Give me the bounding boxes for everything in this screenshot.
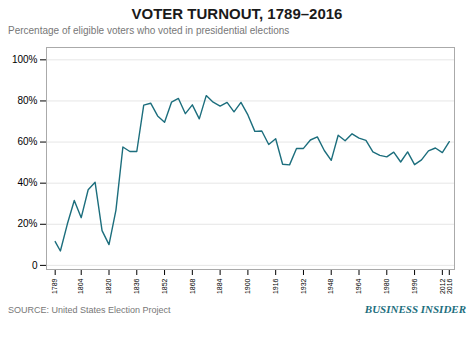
svg-text:1964: 1964 xyxy=(355,278,362,294)
svg-text:60%: 60% xyxy=(17,136,37,147)
svg-text:2012: 2012 xyxy=(439,278,446,294)
svg-text:100%: 100% xyxy=(12,54,38,65)
svg-text:1916: 1916 xyxy=(272,278,279,294)
svg-text:1980: 1980 xyxy=(383,278,390,294)
svg-text:20%: 20% xyxy=(17,218,37,229)
svg-text:40%: 40% xyxy=(17,177,37,188)
svg-text:1996: 1996 xyxy=(411,278,418,294)
svg-text:1820: 1820 xyxy=(105,278,112,294)
svg-text:0: 0 xyxy=(32,260,38,271)
html-text:VOTER TURNOUT, 1789–2016: VOTER TURNOUT, 1789–2016 xyxy=(131,5,343,22)
svg-text:1932: 1932 xyxy=(300,278,307,294)
svg-text:1836: 1836 xyxy=(133,278,140,294)
svg-text:1852: 1852 xyxy=(161,278,168,294)
svg-text:80%: 80% xyxy=(17,95,37,106)
svg-text:1804: 1804 xyxy=(77,278,84,294)
html-text:BUSINESS INSIDER: BUSINESS INSIDER xyxy=(364,303,466,315)
svg-text:1948: 1948 xyxy=(327,278,334,294)
svg-text:1884: 1884 xyxy=(216,278,223,294)
html-text:SOURCE: United States Election: SOURCE: United States Election Project xyxy=(8,305,171,315)
html-text:Percentage of eligible voters: Percentage of eligible voters who voted … xyxy=(8,25,290,36)
svg-text:1900: 1900 xyxy=(244,278,251,294)
svg-text:1868: 1868 xyxy=(189,278,196,294)
svg-text:1789: 1789 xyxy=(51,278,58,294)
svg-text:2016: 2016 xyxy=(446,278,453,294)
